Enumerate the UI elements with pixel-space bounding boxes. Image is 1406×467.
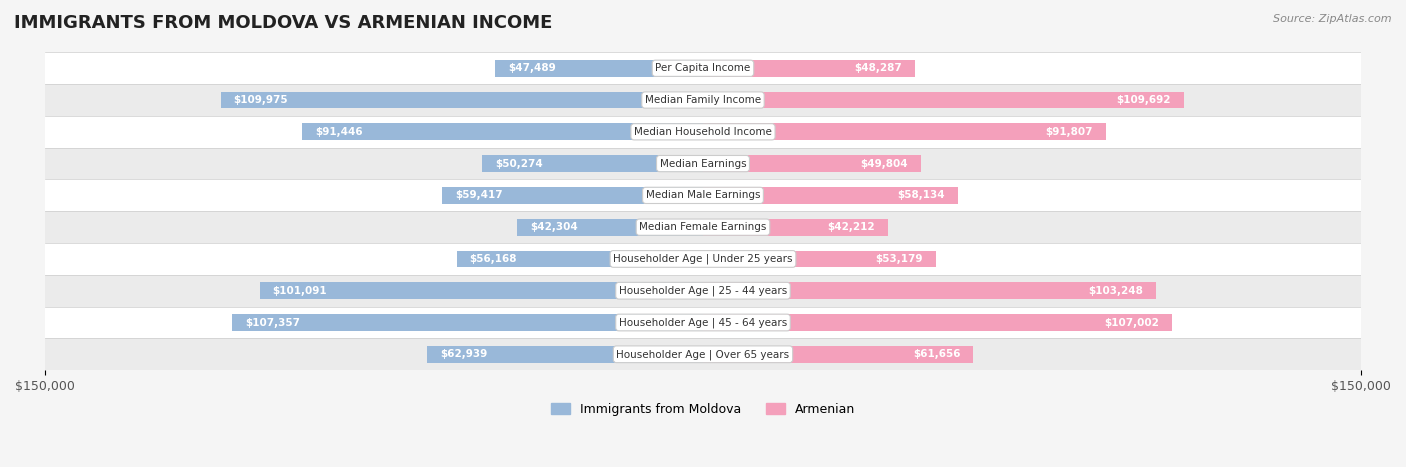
Text: $101,091: $101,091 xyxy=(273,286,328,296)
Text: $62,939: $62,939 xyxy=(440,349,488,359)
Text: Median Family Income: Median Family Income xyxy=(645,95,761,105)
Text: $42,304: $42,304 xyxy=(530,222,578,232)
Bar xyxy=(703,346,973,363)
Text: Householder Age | 25 - 44 years: Householder Age | 25 - 44 years xyxy=(619,285,787,296)
Bar xyxy=(45,211,1361,243)
Bar xyxy=(495,60,703,77)
Text: Per Capita Income: Per Capita Income xyxy=(655,63,751,73)
Bar xyxy=(45,307,1361,339)
Bar xyxy=(703,283,1156,299)
Bar xyxy=(703,92,1184,108)
Bar xyxy=(232,314,703,331)
Text: $109,975: $109,975 xyxy=(233,95,288,105)
Text: $47,489: $47,489 xyxy=(508,63,555,73)
Bar xyxy=(45,243,1361,275)
Bar xyxy=(517,219,703,235)
Bar xyxy=(260,283,703,299)
Bar xyxy=(45,84,1361,116)
Bar xyxy=(302,123,703,140)
Text: Source: ZipAtlas.com: Source: ZipAtlas.com xyxy=(1274,14,1392,24)
Text: $42,212: $42,212 xyxy=(827,222,875,232)
Text: $107,357: $107,357 xyxy=(245,318,299,327)
Text: $53,179: $53,179 xyxy=(876,254,924,264)
Text: Householder Age | Under 25 years: Householder Age | Under 25 years xyxy=(613,254,793,264)
Text: $91,807: $91,807 xyxy=(1045,127,1092,137)
Bar xyxy=(457,251,703,267)
Bar xyxy=(45,116,1361,148)
Bar xyxy=(221,92,703,108)
Bar xyxy=(703,187,957,204)
Legend: Immigrants from Moldova, Armenian: Immigrants from Moldova, Armenian xyxy=(546,398,860,421)
Text: $107,002: $107,002 xyxy=(1104,318,1160,327)
Bar xyxy=(45,148,1361,179)
Bar xyxy=(45,179,1361,211)
Text: Householder Age | Over 65 years: Householder Age | Over 65 years xyxy=(616,349,790,360)
Bar xyxy=(427,346,703,363)
Text: $58,134: $58,134 xyxy=(897,191,945,200)
Bar xyxy=(45,52,1361,84)
Text: $59,417: $59,417 xyxy=(456,191,503,200)
Bar xyxy=(443,187,703,204)
Bar xyxy=(703,251,936,267)
Text: Median Male Earnings: Median Male Earnings xyxy=(645,191,761,200)
Text: IMMIGRANTS FROM MOLDOVA VS ARMENIAN INCOME: IMMIGRANTS FROM MOLDOVA VS ARMENIAN INCO… xyxy=(14,14,553,32)
Text: $48,287: $48,287 xyxy=(853,63,901,73)
Text: $61,656: $61,656 xyxy=(912,349,960,359)
Bar xyxy=(703,123,1105,140)
Text: $91,446: $91,446 xyxy=(315,127,363,137)
Text: Median Earnings: Median Earnings xyxy=(659,159,747,169)
Text: Median Household Income: Median Household Income xyxy=(634,127,772,137)
Text: $50,274: $50,274 xyxy=(495,159,543,169)
Bar xyxy=(482,155,703,172)
Bar xyxy=(703,219,889,235)
Text: Median Female Earnings: Median Female Earnings xyxy=(640,222,766,232)
Bar xyxy=(45,275,1361,307)
Bar xyxy=(45,339,1361,370)
Bar xyxy=(703,314,1173,331)
Text: $56,168: $56,168 xyxy=(470,254,517,264)
Text: $49,804: $49,804 xyxy=(860,159,908,169)
Text: $103,248: $103,248 xyxy=(1088,286,1143,296)
Bar xyxy=(703,155,921,172)
Text: $109,692: $109,692 xyxy=(1116,95,1171,105)
Bar xyxy=(703,60,915,77)
Text: Householder Age | 45 - 64 years: Householder Age | 45 - 64 years xyxy=(619,317,787,328)
